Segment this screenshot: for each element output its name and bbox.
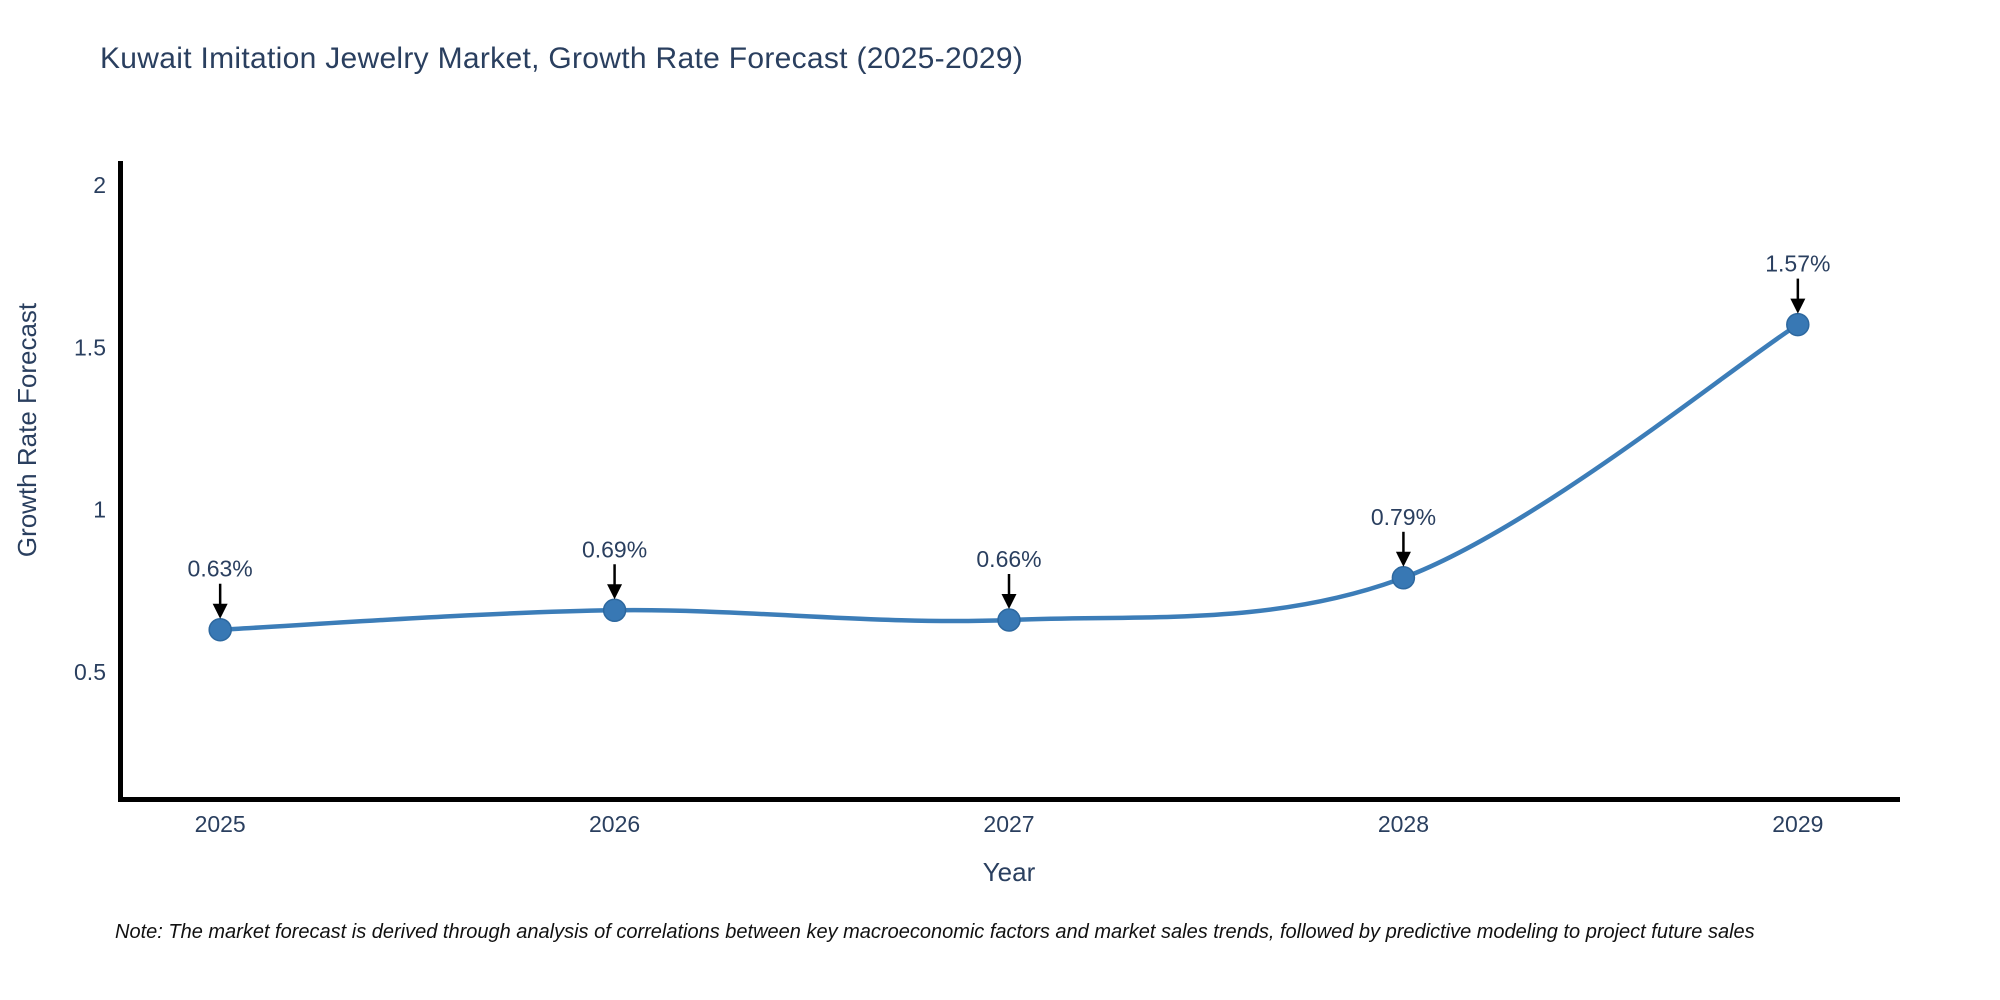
x-axis-title: Year: [983, 857, 1036, 887]
data-point-marker-2025: [208, 617, 232, 642]
data-point-marker-2028: [1391, 566, 1416, 590]
x-tick-label-2026: 2026: [589, 811, 640, 837]
x-tick-label-2025: 2025: [195, 811, 246, 837]
annotation-arrow-head-2027: [1001, 593, 1017, 609]
annotation-arrow-head-2029: [1790, 298, 1806, 314]
chart-title: Kuwait Imitation Jewelry Market, Growth …: [100, 42, 1024, 75]
annotation-label-2026: 0.69%: [582, 536, 647, 562]
annotation-arrow-head-2025: [212, 603, 228, 619]
y-axis-title: Growth Rate Forecast: [12, 302, 42, 557]
y-tick-label-0.5: 0.5: [74, 659, 106, 685]
annotation-label-2027: 0.66%: [976, 546, 1041, 572]
axis-lines: [118, 161, 1900, 802]
annotation-label-2029: 1.57%: [1765, 251, 1830, 277]
y-tick-label-1: 1: [93, 497, 106, 523]
annotation-label-2028: 0.79%: [1371, 504, 1436, 530]
footnote-text: Note: The market forecast is derived thr…: [115, 921, 1755, 943]
x-tick-label-2029: 2029: [1772, 811, 1823, 837]
data-point-marker-2026: [602, 598, 627, 623]
annotation-label-2025: 0.63%: [188, 556, 253, 582]
x-tick-label-2027: 2027: [983, 811, 1034, 837]
y-tick-label-1.5: 1.5: [74, 334, 106, 360]
x-tick-label-2028: 2028: [1378, 811, 1429, 837]
y-tick-label-2: 2: [93, 172, 106, 198]
data-point-marker-2029: [1786, 312, 1810, 337]
annotation-arrow-head-2026: [607, 584, 623, 600]
data-point-marker-2027: [997, 608, 1021, 632]
annotation-arrow-head-2028: [1395, 551, 1411, 567]
